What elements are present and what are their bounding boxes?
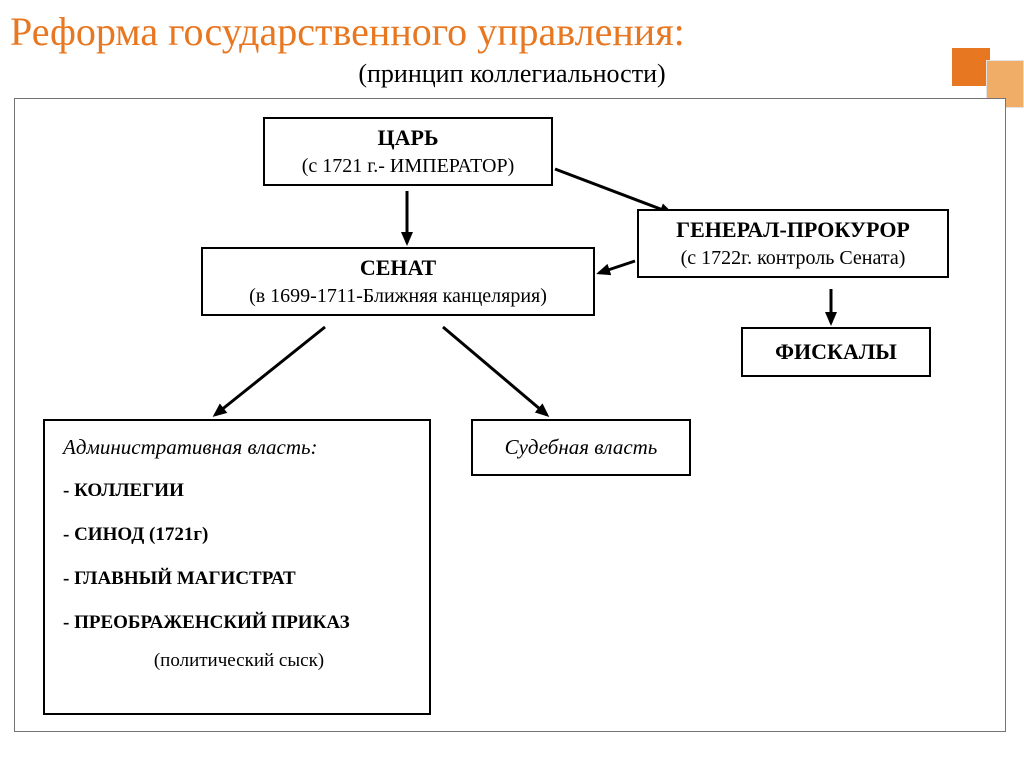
- page-subtitle: (принцип коллегиальности): [0, 59, 1024, 89]
- node-fiscals-label: ФИСКАЛЫ: [775, 339, 897, 364]
- edge-senate-judicial: [443, 327, 547, 415]
- node-tsar: ЦАРЬ (с 1721 г.- ИМПЕРАТОР): [263, 117, 553, 186]
- node-senate-header: СЕНАТ: [213, 255, 583, 281]
- node-prosecutor-sub: (с 1722г. контроль Сената): [649, 247, 937, 270]
- edge-prosecutor-senate: [599, 261, 635, 273]
- diagram-frame: ЦАРЬ (с 1721 г.- ИМПЕРАТОР) СЕНАТ (в 169…: [14, 98, 1006, 732]
- admin-item-3: - ПРЕОБРАЖЕНСКИЙ ПРИКАЗ: [63, 612, 415, 634]
- admin-item-1: - СИНОД (1721г): [63, 524, 415, 546]
- node-tsar-sub: (с 1721 г.- ИМПЕРАТОР): [275, 155, 541, 178]
- admin-item-0: - КОЛЛЕГИИ: [63, 480, 415, 502]
- admin-note: (политический сыск): [63, 650, 415, 672]
- node-prosecutor-header: ГЕНЕРАЛ-ПРОКУРОР: [649, 217, 937, 243]
- edge-senate-admin: [215, 327, 325, 415]
- node-admin: Административная власть: - КОЛЛЕГИИ - СИ…: [43, 419, 431, 715]
- edge-tsar-prosecutor: [555, 169, 671, 213]
- page-title: Реформа государственного управления:: [0, 0, 1024, 59]
- node-admin-header: Административная власть:: [63, 435, 415, 460]
- node-judicial: Судебная власть: [471, 419, 691, 476]
- node-judicial-label: Судебная власть: [505, 435, 658, 459]
- admin-item-2: - ГЛАВНЫЙ МАГИСТРАТ: [63, 568, 415, 590]
- node-senate-sub: (в 1699-1711-Ближняя канцелярия): [213, 285, 583, 308]
- node-fiscals: ФИСКАЛЫ: [741, 327, 931, 377]
- node-prosecutor: ГЕНЕРАЛ-ПРОКУРОР (с 1722г. контроль Сена…: [637, 209, 949, 278]
- node-senate: СЕНАТ (в 1699-1711-Ближняя канцелярия): [201, 247, 595, 316]
- node-tsar-header: ЦАРЬ: [275, 125, 541, 151]
